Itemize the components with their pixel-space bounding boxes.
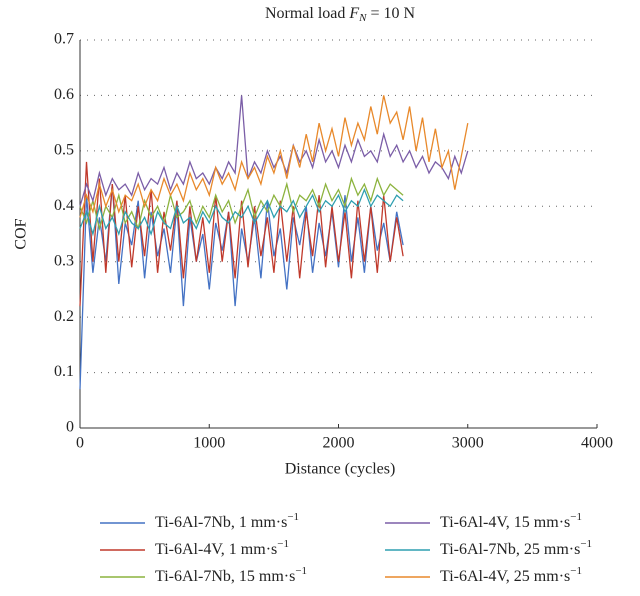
series-line [79,176,404,232]
y-tick-label: 0.1 [54,363,74,380]
legend-entry: Ti-6Al-4V, 25 mm·s−1 [440,565,582,585]
title-var: F [348,5,359,22]
legend-entry: Ti-6Al-4V, 1 mm·s−1 [155,538,289,558]
legend-name: Ti-6Al-4V, 15 mm·s [440,514,570,531]
series-line [79,95,469,218]
chart-title: Normal load FN = 10 N [265,5,416,26]
legend-entry: Ti-6Al-7Nb, 15 mm·s−1 [155,565,307,585]
x-axis-label: Distance (cycles) [285,461,396,478]
legend-sup: −1 [295,565,307,577]
legend-name: Ti-6Al-7Nb, 15 mm·s [155,568,295,585]
legend-sup: −1 [570,565,582,577]
legend-entry: Ti-6Al-4V, 15 mm·s−1 [440,511,582,531]
x-tick-label: 3000 [452,435,484,452]
y-tick-label: 0.3 [54,252,74,269]
y-tick-label: 0.4 [54,197,74,214]
series-line [79,187,404,237]
legend-sup: −1 [287,511,299,523]
x-tick-label: 4000 [581,435,613,452]
legend-name: Ti-6Al-4V, 1 mm·s [155,541,277,558]
legend-name: Ti-6Al-7Nb, 1 mm·s [155,514,287,531]
x-tick-label: 2000 [323,435,355,452]
legend-sup: −1 [277,538,289,550]
y-axis-label: COF [13,218,30,249]
x-tick-label: 0 [76,435,84,452]
y-tick-label: 0 [66,419,74,436]
y-tick-label: 0.7 [54,31,74,48]
title-rest: = 10 N [370,5,415,22]
legend-entry: Ti-6Al-7Nb, 25 mm·s−1 [440,538,592,558]
y-tick-label: 0.6 [54,86,74,103]
legend-entry: Ti-6Al-7Nb, 1 mm·s−1 [155,511,299,531]
series-line [79,161,404,307]
y-tick-label: 0.5 [54,142,74,159]
y-tick-label: 0.2 [54,308,74,325]
series-line [79,184,404,390]
legend-name: Ti-6Al-7Nb, 25 mm·s [440,541,580,558]
legend-name: Ti-6Al-4V, 25 mm·s [440,568,570,585]
x-tick-label: 1000 [193,435,225,452]
title-sub: N [358,12,367,24]
title-text: Normal load [265,5,345,22]
legend-sup: −1 [580,538,592,550]
legend-sup: −1 [570,511,582,523]
series-line [79,95,469,207]
